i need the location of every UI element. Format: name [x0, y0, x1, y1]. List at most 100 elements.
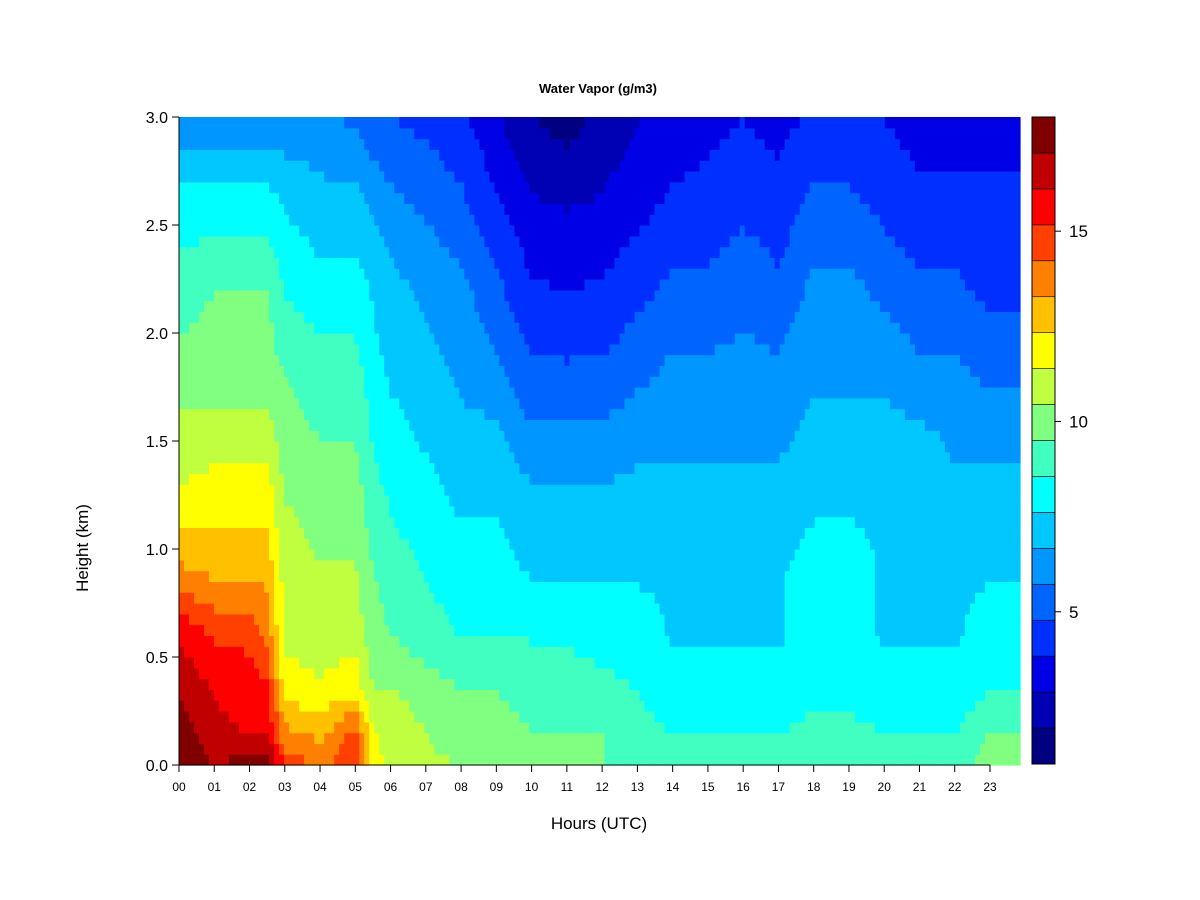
- heatmap-cell: [589, 527, 596, 539]
- heatmap-cell: [524, 743, 531, 755]
- heatmap-cell: [234, 365, 240, 377]
- heatmap-cell: [304, 397, 310, 410]
- heatmap-cell: [244, 138, 250, 150]
- heatmap-cell: [554, 408, 561, 420]
- heatmap-cell: [544, 171, 551, 183]
- heatmap-cell: [399, 689, 405, 701]
- heatmap-cell: [344, 149, 350, 161]
- heatmap-cell: [189, 171, 195, 183]
- heatmap-cell: [414, 484, 420, 496]
- heatmap-cell: [289, 505, 295, 518]
- heatmap-cell: [539, 484, 546, 496]
- heatmap-cell: [434, 149, 440, 161]
- heatmap-cell: [184, 149, 190, 161]
- heatmap-cell: [349, 484, 355, 496]
- heatmap-cell: [194, 117, 200, 129]
- heatmap-cell: [469, 451, 475, 464]
- heatmap-cell: [264, 441, 270, 453]
- heatmap-cell: [284, 624, 290, 636]
- heatmap-cell: [214, 203, 220, 215]
- heatmap-cell: [229, 149, 235, 161]
- heatmap-cell: [514, 613, 521, 626]
- heatmap-cell: [354, 387, 360, 399]
- heatmap-cell: [424, 181, 430, 194]
- heatmap-cell: [279, 624, 285, 636]
- heatmap-cell: [244, 333, 250, 345]
- heatmap-cell: [449, 257, 455, 269]
- heatmap-cell: [594, 657, 601, 669]
- heatmap-cell: [334, 279, 340, 291]
- heatmap-cell: [589, 279, 596, 291]
- heatmap-cell: [334, 678, 340, 690]
- heatmap-cell: [534, 419, 541, 431]
- heatmap-cell: [544, 289, 551, 302]
- heatmap-cell: [544, 117, 551, 129]
- heatmap-cell: [379, 505, 385, 518]
- heatmap-cell: [339, 462, 345, 474]
- heatmap-cell: [334, 581, 340, 593]
- heatmap-cell: [479, 268, 485, 280]
- heatmap-cell: [549, 754, 556, 766]
- heatmap-cell: [274, 138, 280, 150]
- heatmap-cell: [514, 473, 521, 485]
- heatmap-cell: [369, 268, 375, 280]
- heatmap-cell: [224, 171, 230, 183]
- heatmap-cell: [339, 754, 345, 766]
- heatmap-cell: [549, 300, 556, 312]
- heatmap-cell: [289, 711, 295, 723]
- heatmap-cell: [354, 635, 360, 647]
- heatmap-cell: [304, 592, 310, 604]
- heatmap-cell: [519, 603, 526, 615]
- heatmap-cell: [329, 192, 335, 204]
- heatmap-cell: [554, 538, 561, 550]
- heatmap-cell: [549, 387, 556, 399]
- heatmap-cell: [279, 354, 285, 366]
- heatmap-cell: [469, 311, 475, 323]
- heatmap-cell: [204, 700, 210, 712]
- heatmap-cell: [419, 300, 425, 312]
- heatmap-cell: [429, 365, 435, 377]
- heatmap-cell: [264, 311, 270, 323]
- heatmap-cell: [409, 279, 415, 291]
- heatmap-cell: [334, 743, 340, 755]
- heatmap-cell: [369, 365, 375, 377]
- heatmap-cell: [284, 235, 290, 248]
- heatmap-cell: [364, 559, 370, 572]
- heatmap-cell: [579, 343, 586, 356]
- heatmap-cell: [479, 689, 485, 701]
- heatmap-cell: [559, 570, 566, 582]
- heatmap-cell: [209, 624, 215, 636]
- heatmap-cell: [324, 613, 330, 626]
- heatmap-cell: [544, 214, 551, 226]
- heatmap-cell: [424, 246, 430, 258]
- heatmap-cell: [229, 127, 235, 140]
- heatmap-cell: [329, 225, 335, 237]
- heatmap-cell: [569, 365, 576, 377]
- heatmap-cell: [204, 646, 210, 658]
- heatmap-cell: [554, 635, 561, 647]
- heatmap-cell: [359, 549, 365, 561]
- heatmap-cell: [509, 225, 515, 237]
- heatmap-cell: [369, 743, 375, 755]
- heatmap-cell: [559, 549, 566, 561]
- heatmap-cell: [224, 678, 230, 690]
- heatmap-cell: [219, 225, 225, 237]
- heatmap-cell: [379, 397, 385, 410]
- heatmap-cell: [579, 635, 586, 647]
- heatmap-cell: [189, 613, 195, 626]
- heatmap-cell: [474, 721, 480, 734]
- heatmap-cell: [554, 311, 561, 323]
- heatmap-cell: [419, 279, 425, 291]
- heatmap-cell: [379, 613, 385, 626]
- heatmap-cell: [569, 581, 576, 593]
- heatmap-cell: [569, 268, 576, 280]
- heatmap-cell: [534, 225, 541, 237]
- heatmap-cell: [354, 667, 360, 680]
- heatmap-cell: [464, 441, 470, 453]
- heatmap-cell: [389, 484, 395, 496]
- heatmap-cell: [204, 149, 210, 161]
- heatmap-cell: [459, 354, 465, 366]
- heatmap-cell: [194, 376, 200, 388]
- heatmap-cell: [524, 754, 531, 766]
- heatmap-cell: [384, 408, 390, 420]
